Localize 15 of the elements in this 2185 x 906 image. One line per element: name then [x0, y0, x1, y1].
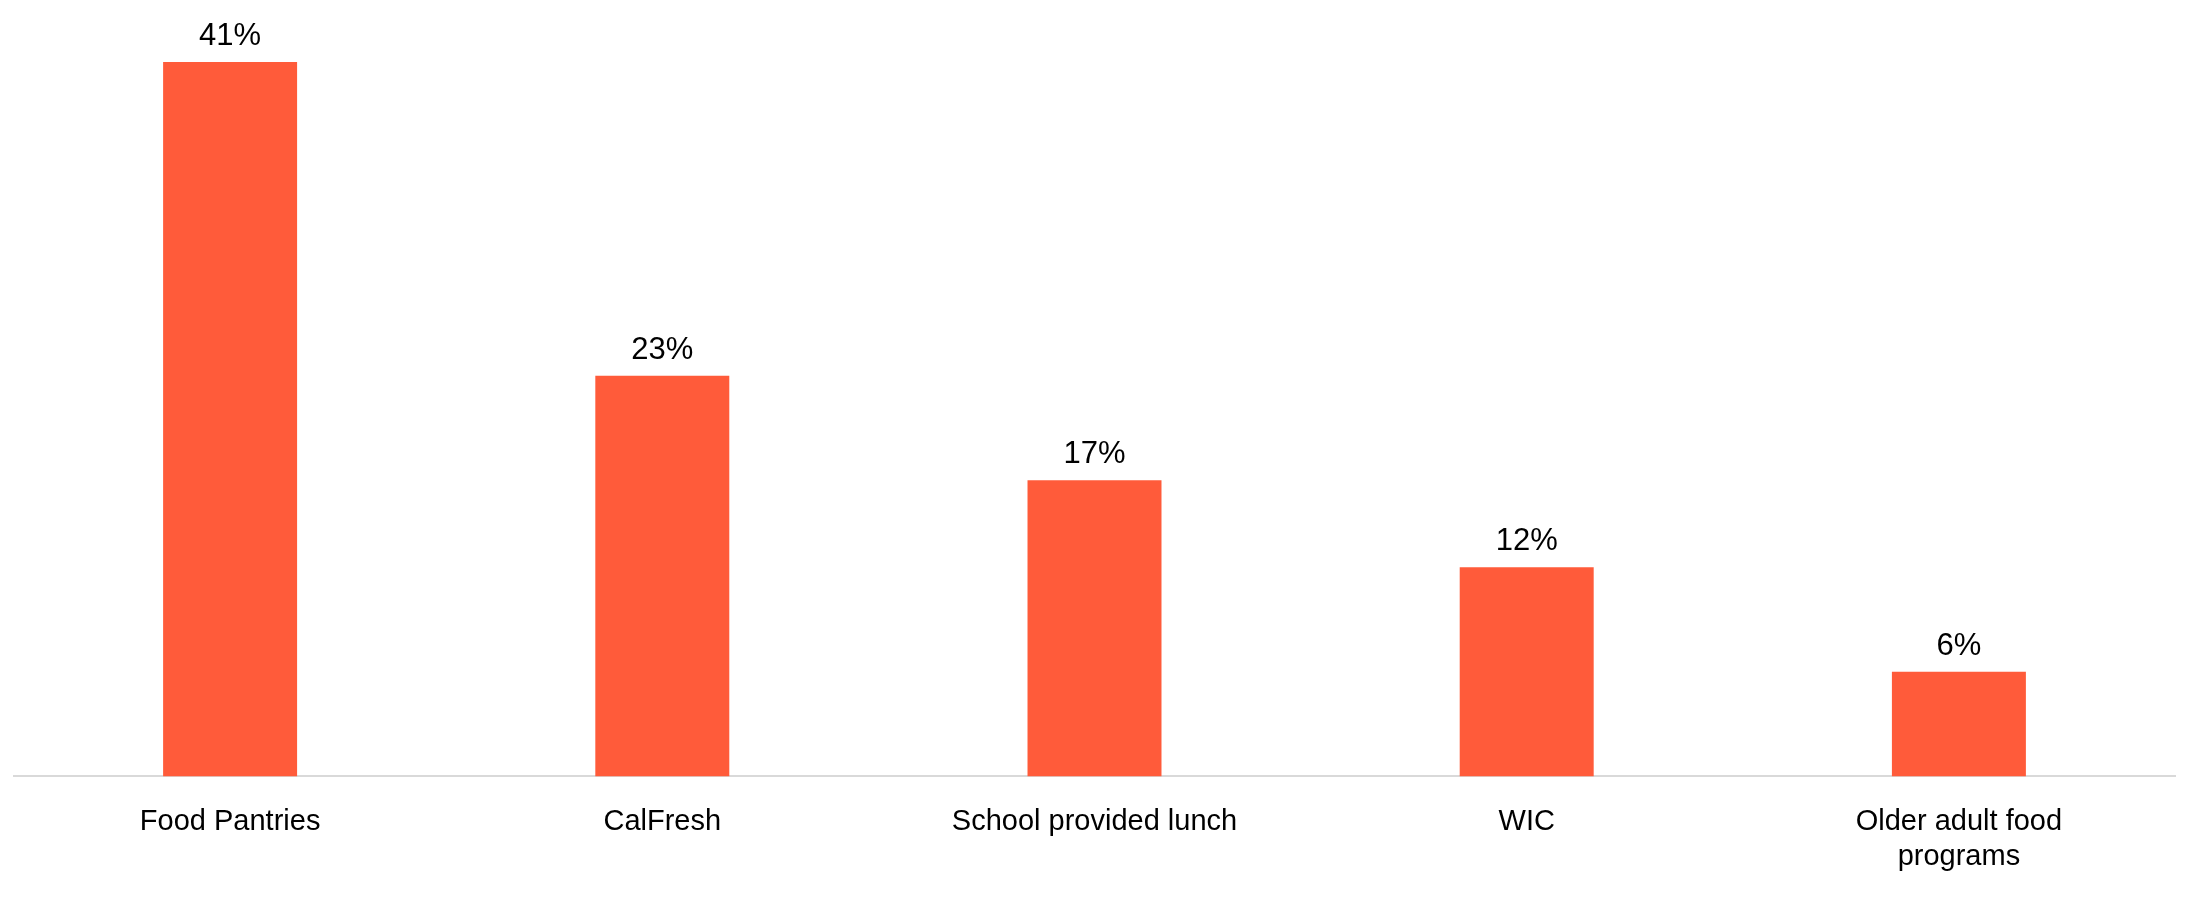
bar: [1891, 671, 2026, 777]
data-label: 6%: [1936, 626, 1982, 662]
bar: [163, 62, 298, 777]
x-tick-label: CalFresh: [603, 803, 722, 836]
data-label: 41%: [199, 17, 262, 53]
bar: [595, 375, 730, 777]
bar: [1459, 567, 1594, 777]
data-label: 12%: [1495, 522, 1558, 558]
data-label: 17%: [1063, 435, 1126, 471]
x-tick-label: School provided lunch: [951, 803, 1238, 836]
x-tick-label: Older adult food programs: [1855, 803, 2063, 871]
x-tick-label: WIC: [1498, 803, 1555, 836]
x-tick-label: Food Pantries: [139, 803, 321, 836]
bar: [1027, 480, 1162, 777]
data-label: 23%: [631, 330, 694, 366]
